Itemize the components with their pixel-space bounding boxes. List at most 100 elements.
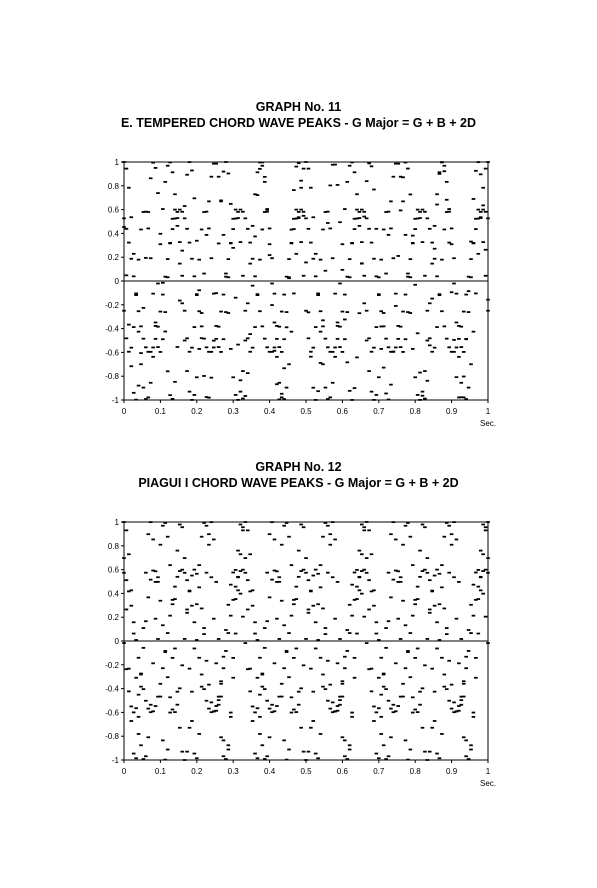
- data-point: [277, 398, 282, 401]
- data-point: [309, 726, 313, 729]
- data-point: [282, 338, 286, 341]
- data-point: [372, 604, 376, 607]
- data-point: [335, 337, 340, 340]
- data-point: [190, 398, 194, 401]
- data-point: [250, 257, 255, 260]
- data-point: [134, 639, 138, 641]
- data-point: [410, 614, 415, 617]
- data-point: [323, 522, 328, 524]
- data-point: [420, 394, 425, 397]
- data-point: [170, 397, 175, 400]
- data-point: [435, 568, 439, 571]
- data-point: [459, 638, 464, 640]
- x-tick-label: 0.3: [228, 407, 240, 416]
- data-point: [241, 370, 245, 372]
- data-point: [134, 398, 138, 401]
- data-point: [321, 319, 325, 322]
- data-point: [444, 633, 449, 636]
- data-point: [173, 193, 177, 196]
- data-point: [374, 632, 379, 635]
- data-point: [338, 282, 342, 285]
- data-point: [265, 210, 269, 213]
- data-point: [236, 575, 240, 578]
- data-point: [311, 574, 316, 577]
- data-point: [202, 522, 206, 524]
- data-point: [175, 217, 180, 219]
- data-point: [243, 309, 248, 312]
- data-point: [447, 241, 451, 244]
- data-point: [313, 568, 318, 571]
- data-point: [131, 275, 136, 278]
- data-point: [410, 711, 415, 714]
- data-point: [481, 553, 485, 556]
- data-point: [272, 346, 277, 349]
- data-point: [262, 337, 267, 340]
- data-point: [289, 614, 294, 617]
- data-point: [326, 524, 330, 527]
- data-point: [165, 276, 170, 279]
- data-point: [139, 685, 143, 688]
- data-point: [386, 398, 391, 401]
- data-point: [134, 707, 138, 710]
- data-point: [173, 585, 177, 588]
- data-point: [151, 710, 155, 713]
- data-point: [423, 568, 427, 571]
- data-point: [461, 736, 466, 739]
- data-point: [156, 695, 160, 698]
- data-point: [267, 596, 272, 599]
- data-point: [267, 254, 272, 256]
- data-point: [233, 296, 238, 299]
- data-point: [457, 396, 461, 399]
- data-point: [156, 192, 160, 195]
- data-point: [146, 707, 151, 710]
- data-point: [461, 351, 466, 353]
- data-point: [122, 217, 126, 220]
- graph-11: GRAPH No. 11 E. TEMPERED CHORD WAVE PEAK…: [0, 100, 597, 430]
- data-point: [231, 598, 235, 601]
- data-point: [211, 710, 216, 713]
- x-tick-label: 0: [122, 767, 127, 776]
- data-point: [182, 759, 187, 761]
- data-point: [435, 275, 439, 278]
- data-point: [457, 705, 461, 707]
- data-point: [127, 690, 131, 693]
- data-point: [178, 570, 182, 572]
- data-point: [185, 173, 189, 176]
- data-point: [122, 557, 126, 559]
- data-point: [355, 632, 359, 635]
- data-point: [245, 337, 250, 340]
- data-point: [459, 346, 464, 349]
- data-point: [287, 363, 291, 366]
- x-tick-label: 0.6: [337, 767, 349, 776]
- data-point: [326, 398, 330, 400]
- data-point: [270, 350, 274, 353]
- data-point: [292, 603, 296, 606]
- data-point: [413, 376, 417, 379]
- data-point: [461, 682, 466, 685]
- data-point: [175, 575, 180, 578]
- data-point: [377, 707, 381, 710]
- x-tick-label: 0.5: [300, 407, 312, 416]
- data-point: [226, 748, 231, 751]
- data-point: [192, 752, 197, 755]
- data-point: [306, 611, 311, 614]
- y-tick-label: 0.8: [108, 182, 120, 191]
- data-point: [148, 177, 153, 180]
- y-tick-label: -0.8: [105, 732, 119, 741]
- data-point: [127, 667, 131, 670]
- y-tick-label: 0.6: [108, 566, 120, 575]
- data-point: [437, 639, 442, 641]
- data-point: [173, 217, 177, 220]
- data-point: [260, 673, 265, 676]
- data-point: [163, 651, 168, 653]
- data-point: [178, 262, 182, 265]
- data-point: [287, 535, 291, 538]
- data-point: [301, 568, 306, 571]
- data-point: [258, 167, 262, 170]
- data-point: [425, 339, 430, 342]
- data-point: [364, 309, 369, 312]
- data-point: [309, 186, 313, 189]
- data-point: [401, 351, 405, 353]
- data-point: [178, 523, 182, 526]
- data-point: [323, 337, 328, 340]
